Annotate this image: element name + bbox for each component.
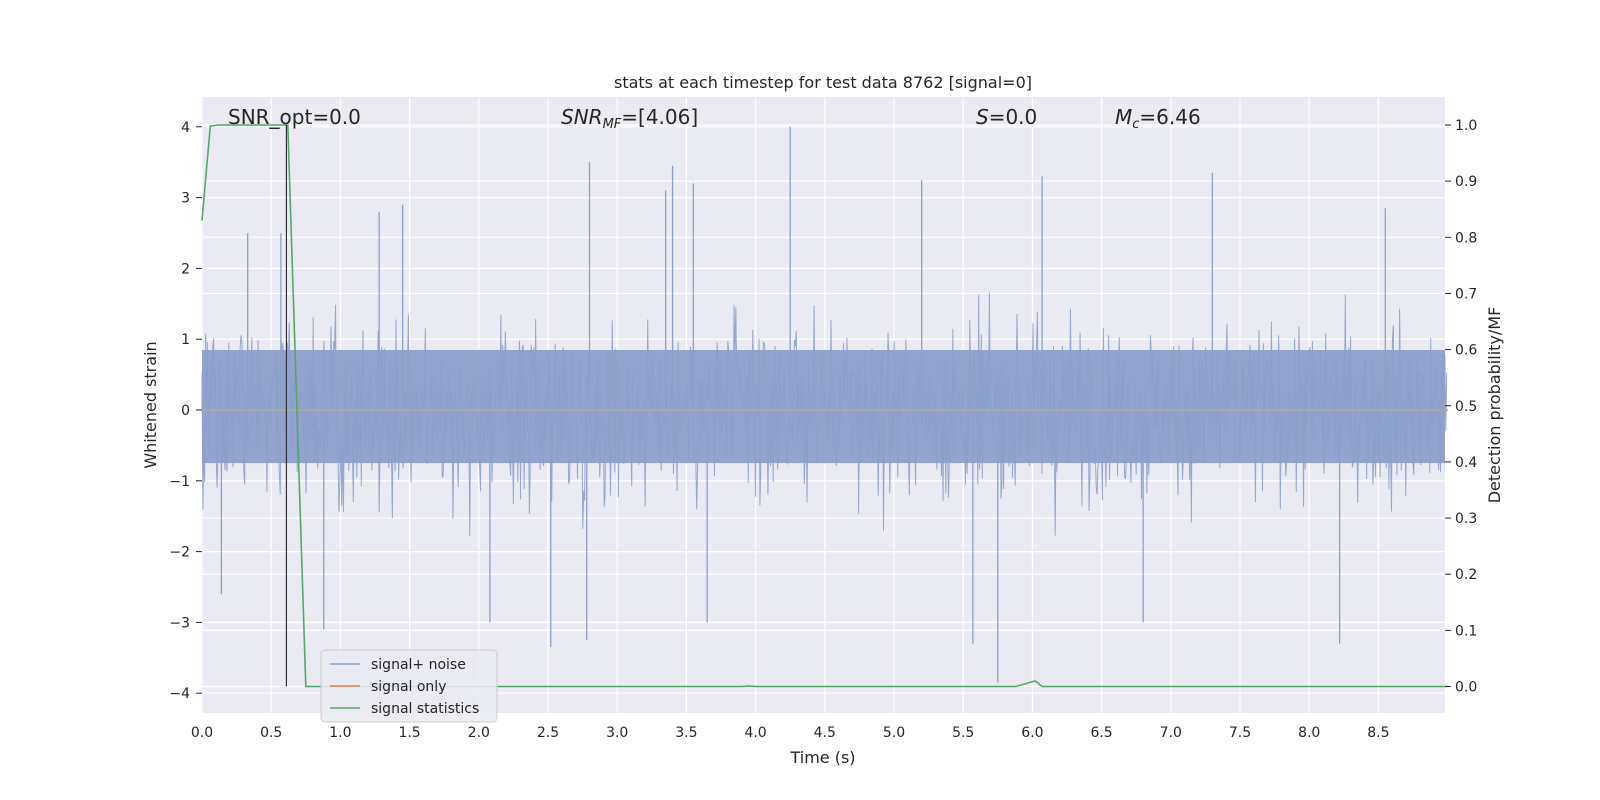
legend: signal+ noise signal only signal statist… (320, 649, 498, 723)
y-tick-label: −1 (169, 474, 190, 490)
x-tick-label: 2.5 (537, 725, 559, 741)
x-tick-label: 2.0 (468, 725, 490, 741)
x-axis-label: Time (s) (789, 748, 855, 767)
x-tick-label: 8.0 (1298, 725, 1320, 741)
annotation-snr-opt: SNR_opt=0.0 (228, 105, 361, 129)
y2-tick-label: 1.0 (1455, 118, 1477, 134)
annotation-snr-mf: SNRMF=[4.06] (561, 105, 698, 132)
x-tick-label: 1.0 (329, 725, 351, 741)
y-tick-label: 0 (181, 403, 190, 419)
x-tick-label: 3.0 (606, 725, 628, 741)
legend-label-signal-statistics: signal statistics (371, 701, 479, 717)
x-tick-label: 0.5 (260, 725, 282, 741)
chart-title: stats at each timestep for test data 876… (614, 73, 1032, 92)
y-tick-label: −2 (169, 545, 190, 561)
x-tick-label: 7.5 (1229, 725, 1251, 741)
y-tick-label: 3 (181, 191, 190, 207)
legend-box (320, 649, 498, 723)
y2-axis-label: Detection probability/MF (1485, 307, 1504, 504)
x-tick-label: 4.5 (814, 725, 836, 741)
y-tick-label: 1 (181, 332, 190, 348)
y-axis-label: Whitened strain (141, 341, 160, 468)
y2-tick-label: 0.2 (1455, 567, 1477, 583)
y2-tick-label: 0.4 (1455, 455, 1477, 471)
noise-trace (201, 292, 1448, 537)
y-tick-label: −3 (169, 615, 190, 631)
y-tick-labels: −4 −3 −2 −1 0 1 2 3 4 (169, 120, 202, 702)
x-tick-label: 3.5 (675, 725, 697, 741)
series-signal-statistics-line (201, 124, 1448, 688)
x-tick-label: 5.5 (952, 725, 974, 741)
x-tick-label: 4.0 (744, 725, 766, 741)
x-tick-label: 5.0 (883, 725, 905, 741)
annotation-s: S=0.0 (976, 105, 1037, 129)
y2-tick-label: 0.8 (1455, 230, 1477, 246)
legend-label-signal-only: signal only (371, 679, 446, 695)
x-tick-label: 0.0 (191, 725, 213, 741)
y2-tick-label: 0.0 (1455, 680, 1477, 696)
y2-tick-label: 0.9 (1455, 174, 1477, 190)
annotation-mc: Mc=6.46 (1115, 105, 1201, 132)
y2-tick-labels: 0.0 0.1 0.2 0.3 0.4 0.5 0.6 0.7 0.8 0.9 1.0 (1445, 118, 1477, 696)
legend-label-signal-noise: signal+ noise (371, 657, 466, 673)
x-tick-label: 1.5 (398, 725, 420, 741)
x-tick-label: 8.5 (1367, 725, 1389, 741)
y2-tick-label: 0.3 (1455, 511, 1477, 527)
y2-tick-label: 0.5 (1455, 399, 1477, 415)
series-signal-noise (201, 126, 1448, 683)
y-tick-label: −4 (169, 686, 190, 702)
y2-tick-label: 0.6 (1455, 343, 1477, 359)
x-tick-label: 7.0 (1160, 725, 1182, 741)
y2-tick-label: 0.7 (1455, 286, 1477, 302)
y-tick-label: 4 (181, 120, 190, 136)
y-tick-label: 2 (181, 261, 190, 277)
x-tick-label: 6.0 (1021, 725, 1043, 741)
y2-tick-label: 0.1 (1455, 623, 1477, 639)
x-tick-labels: 0.0 0.5 1.0 1.5 2.0 2.5 3.0 3.5 4.0 4.5 5.0 5.5 6.0 6… (191, 725, 1390, 741)
x-tick-label: 6.5 (1090, 725, 1112, 741)
